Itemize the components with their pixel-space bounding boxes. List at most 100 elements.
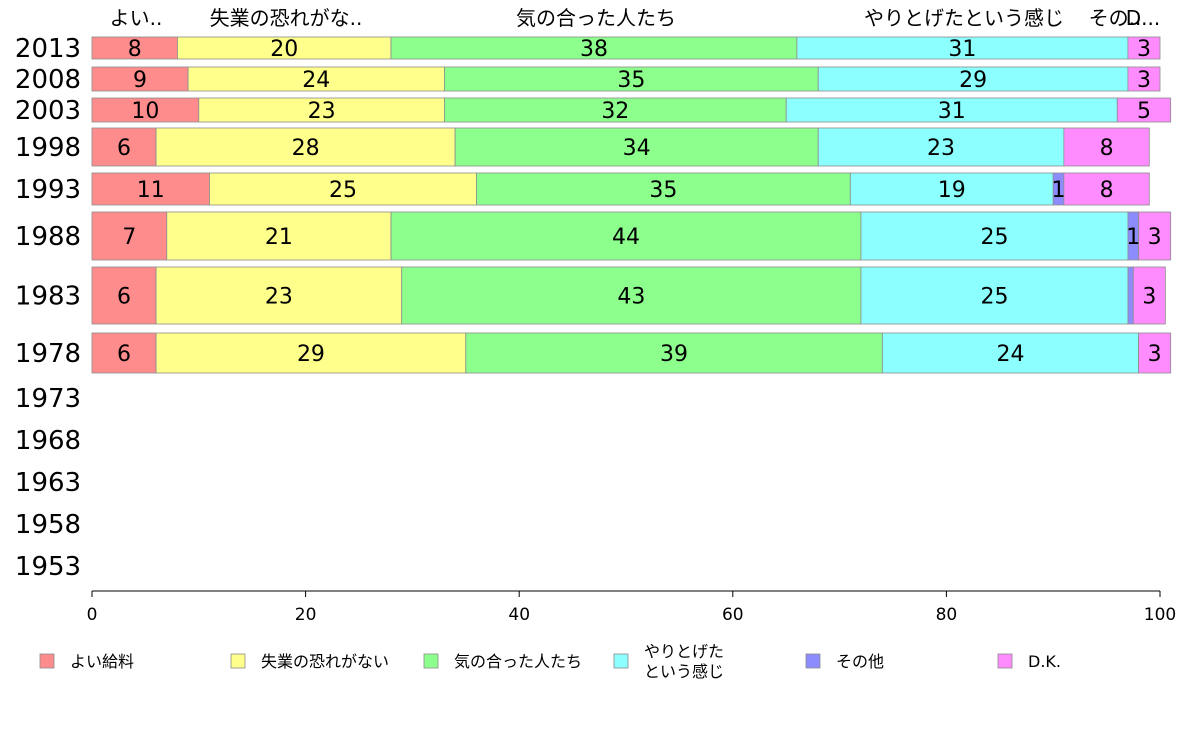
year-label: 1973 bbox=[15, 384, 81, 414]
bar-segment bbox=[155, 332, 467, 374]
bar-value-label: 23 bbox=[927, 136, 955, 161]
bar-value-label: 44 bbox=[612, 225, 640, 250]
bar-value-label: 28 bbox=[292, 136, 320, 161]
year-label: 2003 bbox=[15, 96, 81, 126]
legend-label: D.K. bbox=[1028, 652, 1061, 671]
legend-swatch bbox=[613, 653, 629, 669]
year-label: 2013 bbox=[15, 34, 81, 64]
bar-value-label: 3 bbox=[1148, 225, 1162, 250]
year-label: 1978 bbox=[15, 339, 81, 369]
bar-segment bbox=[454, 127, 819, 167]
legend-swatch bbox=[805, 653, 821, 669]
bar-segment bbox=[209, 172, 477, 206]
bar-value-label: 3 bbox=[1137, 68, 1151, 93]
legend-swatch bbox=[997, 653, 1013, 669]
bar-value-label: 19 bbox=[938, 178, 966, 203]
bar-value-label: 5 bbox=[1137, 99, 1151, 124]
year-label: 1953 bbox=[15, 552, 81, 582]
bar-value-label: 35 bbox=[617, 68, 645, 93]
x-tick-label: 0 bbox=[87, 605, 98, 625]
bar-value-label: 25 bbox=[980, 225, 1008, 250]
top-category-label: 失業の恐れがな.. bbox=[210, 6, 363, 30]
bar-value-label: 8 bbox=[1100, 178, 1114, 203]
bar-value-label: 38 bbox=[580, 37, 608, 62]
bar-value-label: 10 bbox=[131, 99, 159, 124]
bar-value-label: 25 bbox=[980, 285, 1008, 310]
bar-segment bbox=[817, 127, 1065, 167]
bar-segment bbox=[1063, 127, 1150, 167]
bar-segment bbox=[1132, 266, 1166, 325]
bar-value-label: 34 bbox=[623, 136, 651, 161]
legend-label: やりとげた bbox=[644, 642, 724, 661]
legend-label: よい給料 bbox=[70, 652, 134, 671]
bars: 8 20 38 31 39 24 35 29 310 23 32 31 56 28 34 23 811 25 35 1… bbox=[91, 36, 1172, 374]
bar-value-label: 23 bbox=[308, 99, 336, 124]
bar-value-label: 9 bbox=[133, 68, 147, 93]
bar-value-label: 31 bbox=[948, 37, 976, 62]
bar-value-label: 11 bbox=[137, 178, 165, 203]
year-label: 1983 bbox=[15, 282, 81, 312]
bar-segment bbox=[1127, 266, 1134, 325]
legend-label: 気の合った人たち bbox=[454, 652, 582, 671]
bar-value-label: 8 bbox=[128, 37, 142, 62]
bar-segment bbox=[1063, 172, 1150, 206]
bar-segment bbox=[849, 172, 1054, 206]
bar-segment bbox=[91, 266, 157, 325]
bar-value-label: 32 bbox=[601, 99, 629, 124]
top-category-labels: よい.. 失業の恐れがな.. 気の合った人たち やりとげたという感じ その..D... bbox=[110, 6, 1161, 30]
bar-value-label: 31 bbox=[938, 99, 966, 124]
x-tick-label: 20 bbox=[295, 605, 317, 625]
bar-value-label: 35 bbox=[649, 178, 677, 203]
bar-value-label: 3 bbox=[1137, 37, 1151, 62]
top-category-label: やりとげたという感じ bbox=[864, 6, 1064, 30]
bar-value-label: 39 bbox=[660, 342, 688, 367]
bar-segment bbox=[91, 97, 200, 123]
x-tick-label: 40 bbox=[508, 605, 530, 625]
bar-segment bbox=[155, 266, 403, 325]
bar-value-label: 8 bbox=[1100, 136, 1114, 161]
legend-swatch bbox=[230, 653, 246, 669]
bar-value-label: 23 bbox=[265, 285, 293, 310]
bar-segment bbox=[91, 211, 168, 261]
bar-segment bbox=[1138, 332, 1172, 374]
bar-segment bbox=[1138, 211, 1172, 261]
bar-value-label: 3 bbox=[1142, 285, 1156, 310]
top-category-label: その.. bbox=[1089, 6, 1142, 30]
bar-segment bbox=[390, 211, 862, 261]
legend-label: という感じ bbox=[644, 662, 724, 681]
year-label: 2008 bbox=[15, 65, 81, 95]
bar-value-label: 1 bbox=[1052, 178, 1066, 203]
bar-segment bbox=[860, 266, 1129, 325]
bar-segment bbox=[444, 97, 787, 123]
bar-value-label: 43 bbox=[617, 285, 645, 310]
top-category-label: よい.. bbox=[110, 6, 163, 30]
bar-segment bbox=[155, 127, 456, 167]
year-label: 1958 bbox=[15, 510, 81, 540]
bar-value-label: 1 bbox=[1126, 225, 1140, 250]
year-label: 1963 bbox=[15, 468, 81, 498]
bar-segment bbox=[401, 266, 862, 325]
legend-swatch bbox=[423, 653, 439, 669]
bar-value-label: 25 bbox=[329, 178, 357, 203]
year-label: 1993 bbox=[15, 175, 81, 205]
bar-value-label: 24 bbox=[302, 68, 330, 93]
bar-value-label: 29 bbox=[297, 342, 325, 367]
bar-value-label: 6 bbox=[117, 285, 131, 310]
bar-segment bbox=[91, 332, 157, 374]
bar-segment bbox=[91, 172, 210, 206]
top-category-label: D... bbox=[1126, 6, 1160, 30]
legend-swatch bbox=[39, 653, 55, 669]
x-axis: 0 20 40 60 80 100 bbox=[87, 590, 1176, 625]
bar-value-label: 7 bbox=[122, 225, 136, 250]
bar-segment bbox=[444, 66, 819, 92]
bar-value-label: 3 bbox=[1148, 342, 1162, 367]
bar-value-label: 24 bbox=[996, 342, 1024, 367]
x-tick-label: 80 bbox=[936, 605, 958, 625]
bar-value-label: 21 bbox=[265, 225, 293, 250]
bar-segment bbox=[1127, 36, 1161, 60]
bar-value-label: 6 bbox=[117, 136, 131, 161]
bar-segment bbox=[1116, 97, 1172, 123]
bar-value-label: 6 bbox=[117, 342, 131, 367]
